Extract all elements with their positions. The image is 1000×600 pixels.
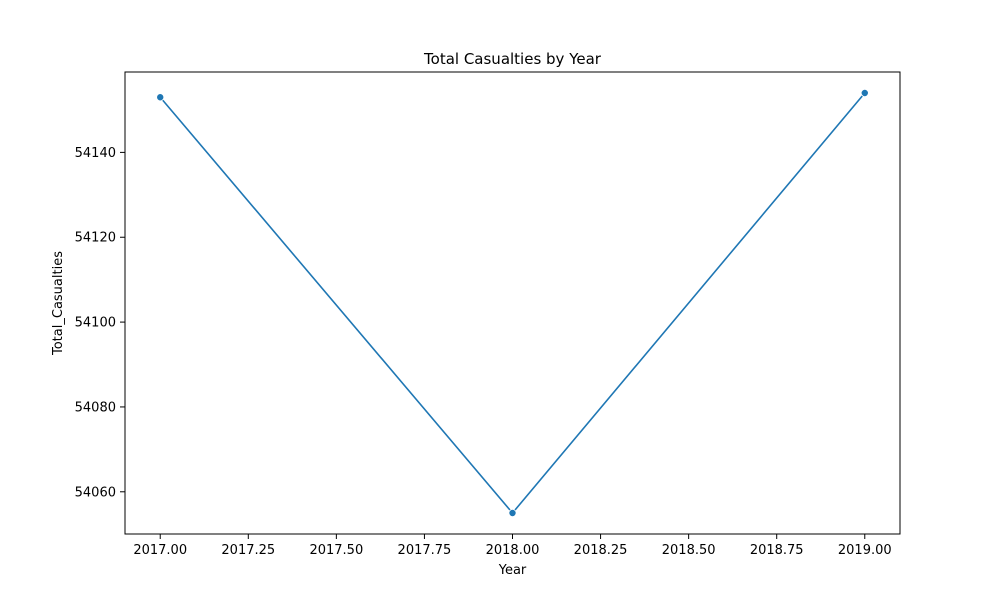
x-tick-label: 2017.00 xyxy=(133,543,187,558)
y-axis-ticks: 54060 54080 54100 54120 54140 xyxy=(75,146,125,500)
y-tick-label: 54120 xyxy=(75,231,116,246)
plot-frame xyxy=(124,71,901,535)
x-tick-label: 2018.25 xyxy=(574,543,628,558)
y-tick-label: 54140 xyxy=(75,146,116,161)
y-tick-label: 54100 xyxy=(75,316,116,331)
data-point xyxy=(508,508,517,517)
x-tick-label: 2018.75 xyxy=(750,543,804,558)
data-point xyxy=(156,93,165,102)
x-axis-ticks: 2017.00 2017.25 2017.50 2017.75 2018.00 2018.… xyxy=(133,534,892,558)
series-line xyxy=(159,92,866,514)
x-axis-label: Year xyxy=(498,563,527,578)
y-axis-label: Total_Casualties xyxy=(51,251,66,356)
series-layer xyxy=(156,89,869,517)
x-tick-label: 2017.25 xyxy=(221,543,275,558)
data-point xyxy=(860,89,869,98)
x-tick-label: 2017.75 xyxy=(398,543,452,558)
x-tick-label: 2019.00 xyxy=(838,543,892,558)
y-tick-label: 54060 xyxy=(75,485,116,500)
x-tick-label: 2018.50 xyxy=(662,543,716,558)
y-tick-label: 54080 xyxy=(75,400,116,415)
x-tick-label: 2017.50 xyxy=(309,543,363,558)
x-tick-label: 2018.00 xyxy=(486,543,540,558)
chart-title: Total Casualties by Year xyxy=(423,50,602,68)
